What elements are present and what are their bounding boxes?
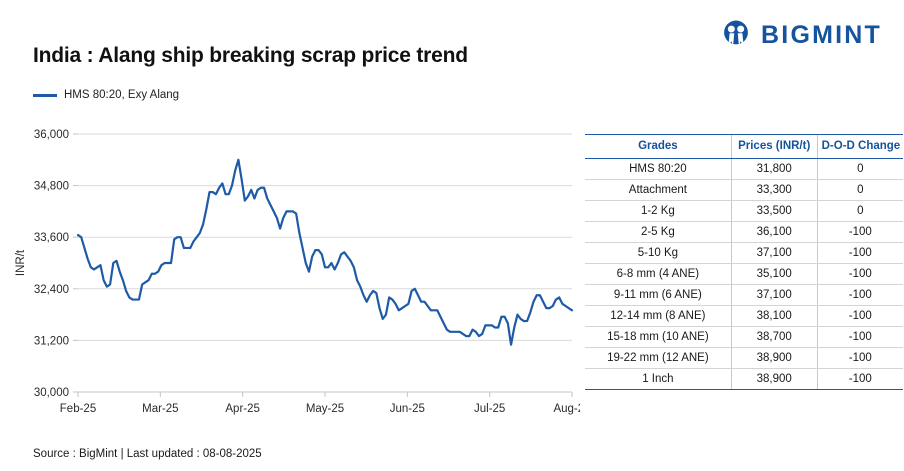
column-header-change: D-O-D Change <box>816 134 903 159</box>
table-row: HMS 80:20 31,800 0 <box>585 158 903 180</box>
cell-price: 38,900 <box>730 368 818 390</box>
table-row: 6-8 mm (4 ANE) 35,100 -100 <box>585 263 903 285</box>
x-tick-label: May-25 <box>306 403 344 415</box>
cell-change: -100 <box>816 242 903 264</box>
table-row: 1-2 Kg 33,500 0 <box>585 200 903 222</box>
cell-change: -100 <box>816 284 903 306</box>
y-axis-title: INR/t <box>15 249 27 276</box>
series-line-hms <box>76 158 574 346</box>
brand-wordmark: BIGMINT <box>761 20 882 49</box>
cell-change: 0 <box>816 200 903 222</box>
y-tick-label: 31,200 <box>34 335 69 347</box>
cell-price: 38,900 <box>730 347 818 369</box>
cell-grade: 1-2 Kg <box>585 200 732 222</box>
cell-price: 37,100 <box>730 284 818 306</box>
table-row: 12-14 mm (8 ANE) 38,100 -100 <box>585 305 903 327</box>
table-row: 15-18 mm (10 ANE) 38,700 -100 <box>585 326 903 348</box>
price-table-container: Grades Prices (INR/t) D-O-D Change HMS 8… <box>585 134 903 390</box>
y-tick-label: 36,000 <box>34 129 69 141</box>
cell-grade: 5-10 Kg <box>585 242 732 264</box>
cell-price: 33,300 <box>730 179 818 201</box>
cell-price: 36,100 <box>730 221 818 243</box>
bigmint-emblem-icon <box>724 20 748 47</box>
x-tick-label: Feb-25 <box>60 403 96 415</box>
table-row: 1 Inch 38,900 -100 <box>585 368 903 390</box>
cell-change: -100 <box>816 326 903 348</box>
cell-change: 0 <box>816 179 903 201</box>
x-tick-label: Aug-25 <box>553 403 580 415</box>
column-header-prices: Prices (INR/t) <box>730 134 818 159</box>
page-title: India : Alang ship breaking scrap price … <box>33 44 468 67</box>
column-header-grades: Grades <box>585 134 732 159</box>
cell-grade: Attachment <box>585 179 732 201</box>
legend-swatch-hms <box>33 93 57 97</box>
cell-change: 0 <box>816 158 903 180</box>
price-table: Grades Prices (INR/t) D-O-D Change HMS 8… <box>585 134 903 390</box>
table-row: 5-10 Kg 37,100 -100 <box>585 242 903 264</box>
cell-change: -100 <box>816 263 903 285</box>
chart-legend: HMS 80:20, Exy Alang <box>33 89 179 101</box>
cell-grade: 1 Inch <box>585 368 732 390</box>
y-tick-label: 32,400 <box>34 284 69 296</box>
price-table-body: HMS 80:20 31,800 0 Attachment 33,300 0 1-2 Kg 3… <box>585 158 903 390</box>
legend-label-hms: HMS 80:20, Exy Alang <box>64 89 180 101</box>
brand-logo: BIGMINT <box>719 18 882 52</box>
y-tick-label: 30,000 <box>34 387 69 399</box>
cell-grade: 19-22 mm (12 ANE) <box>585 347 732 369</box>
table-row: 19-22 mm (12 ANE) 38,900 -100 <box>585 347 903 369</box>
table-header-row: Grades Prices (INR/t) D-O-D Change <box>585 134 903 159</box>
cell-price: 31,800 <box>730 158 818 180</box>
table-row: 9-11 mm (6 ANE) 37,100 -100 <box>585 284 903 306</box>
cell-price: 33,500 <box>730 200 818 222</box>
table-row: Attachment 33,300 0 <box>585 179 903 201</box>
x-tick-label: Mar-25 <box>142 403 178 415</box>
cell-change: -100 <box>816 347 903 369</box>
cell-grade: 2-5 Kg <box>585 221 732 243</box>
cell-price: 38,100 <box>730 305 818 327</box>
cell-grade: 15-18 mm (10 ANE) <box>585 326 732 348</box>
cell-grade: HMS 80:20 <box>585 158 732 180</box>
cell-change: -100 <box>816 221 903 243</box>
y-tick-label: 33,600 <box>34 232 69 244</box>
cell-price: 35,100 <box>730 263 818 285</box>
price-trend-chart: 30,000 31,200 32,400 33,600 34,800 36,000 INR/… <box>0 120 580 430</box>
cell-grade: 6-8 mm (4 ANE) <box>585 263 732 285</box>
x-tick-label: Apr-25 <box>225 403 260 415</box>
x-tick-label: Jun-25 <box>390 403 425 415</box>
cell-change: -100 <box>816 368 903 390</box>
cell-grade: 9-11 mm (6 ANE) <box>585 284 732 306</box>
x-tick-label: Jul-25 <box>474 403 505 415</box>
table-row: 2-5 Kg 36,100 -100 <box>585 221 903 243</box>
cell-change: -100 <box>816 305 903 327</box>
y-tick-label: 34,800 <box>34 181 69 193</box>
cell-price: 38,700 <box>730 326 818 348</box>
chart-svg: 30,000 31,200 32,400 33,600 34,800 36,000 INR/… <box>15 129 580 415</box>
cell-grade: 12-14 mm (8 ANE) <box>585 305 732 327</box>
source-note: Source : BigMint | Last updated : 08-08-… <box>33 448 262 460</box>
cell-price: 37,100 <box>730 242 818 264</box>
